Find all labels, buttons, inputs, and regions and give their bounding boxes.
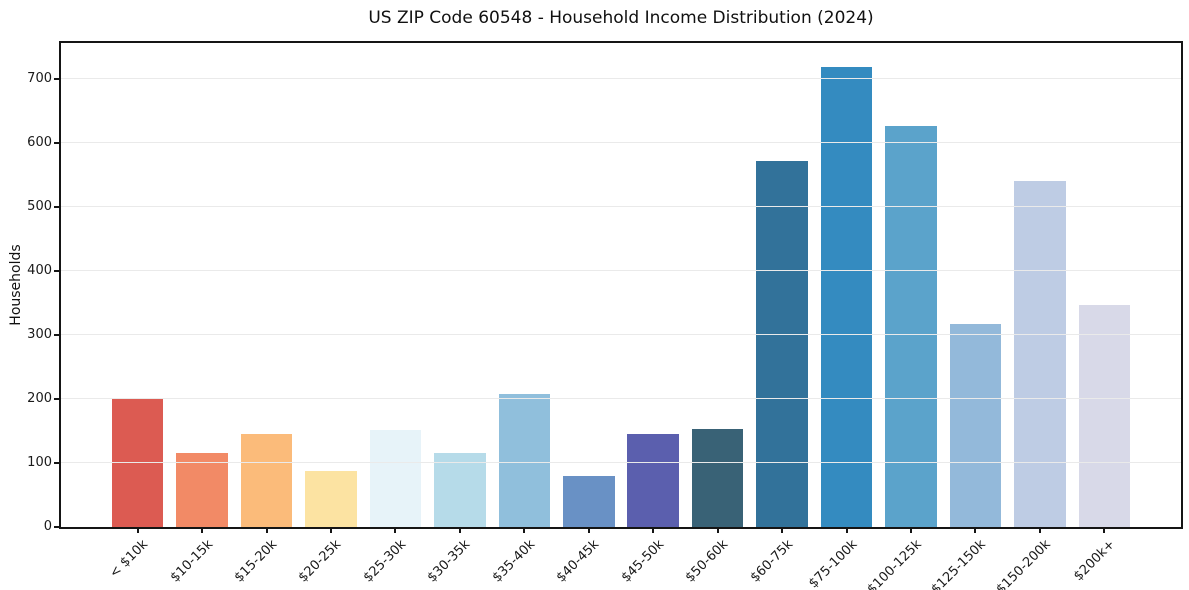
x-tick-label: $150-200k	[993, 537, 1054, 590]
x-tick-mark	[845, 527, 848, 533]
x-tick-label: < $10k	[107, 537, 152, 582]
bar	[627, 433, 679, 527]
y-tick-label: 500	[27, 198, 52, 214]
y-tick-mark	[54, 269, 60, 272]
x-tick-mark	[781, 527, 784, 533]
bar	[949, 324, 1002, 527]
y-tick-label: 600	[27, 134, 52, 150]
x-tick-mark	[201, 527, 204, 533]
x-tick-label: $100-125k	[864, 537, 925, 590]
x-tick-label: $125-150k	[928, 537, 990, 590]
x-tick-mark	[265, 527, 268, 533]
bar	[563, 475, 615, 527]
x-tick-label: $10-15k	[167, 537, 216, 586]
y-tick-label: 400	[27, 262, 52, 278]
bar	[885, 126, 937, 527]
x-tick-mark	[652, 527, 655, 533]
x-tick-mark	[523, 527, 526, 533]
x-tick-mark	[136, 527, 139, 533]
bars-layer	[61, 43, 1181, 527]
x-tick-mark	[909, 527, 912, 533]
bar	[305, 471, 357, 527]
y-tick-label: 700	[27, 70, 52, 86]
y-tick-mark	[54, 205, 60, 208]
bar	[820, 66, 873, 527]
x-tick-label: $40-45k	[553, 537, 603, 586]
x-tick-mark	[394, 527, 397, 533]
y-tick-label: 300	[27, 326, 52, 342]
x-tick-mark	[587, 527, 590, 533]
x-tick-mark	[330, 527, 332, 533]
bar	[691, 429, 744, 527]
x-tick-mark	[458, 527, 461, 533]
bar	[240, 434, 293, 527]
y-tick-mark	[54, 77, 60, 80]
x-tick-mark	[716, 527, 719, 533]
bar	[756, 160, 808, 527]
x-tick-label: $200k+	[1070, 537, 1118, 585]
y-tick-mark	[54, 526, 60, 528]
x-tick-mark	[1038, 527, 1041, 533]
bar	[176, 453, 228, 527]
y-tick-mark	[54, 333, 60, 336]
bar	[1078, 304, 1131, 527]
bar	[434, 452, 486, 527]
x-tick-label: $45-50k	[618, 537, 667, 586]
bar	[498, 393, 551, 527]
x-tick-label: $50-60k	[682, 537, 732, 586]
x-tick-label: $20-25k	[296, 537, 345, 586]
x-tick-mark	[1103, 527, 1106, 533]
chart-title: US ZIP Code 60548 - Household Income Dis…	[368, 8, 874, 28]
x-tick-label: $60-75k	[747, 537, 796, 586]
x-tick-mark	[974, 527, 977, 533]
x-tick-label: $75-100k	[805, 537, 861, 590]
bar	[1014, 180, 1066, 527]
x-tick-label: $30-35k	[425, 537, 474, 586]
bar	[111, 398, 164, 527]
y-axis-label: Households	[8, 244, 24, 326]
y-tick-mark	[54, 141, 60, 144]
y-tick-mark	[54, 461, 60, 464]
x-tick-label: $15-20k	[231, 537, 281, 586]
x-tick-label: $35-40k	[489, 537, 538, 586]
y-tick-label: 200	[27, 390, 52, 406]
x-tick-label: $25-30k	[360, 537, 410, 586]
y-tick-label: 100	[27, 454, 52, 470]
plot-area	[61, 43, 1181, 527]
y-tick-label: 0	[43, 519, 52, 534]
bar	[369, 429, 422, 527]
y-tick-mark	[54, 397, 60, 400]
